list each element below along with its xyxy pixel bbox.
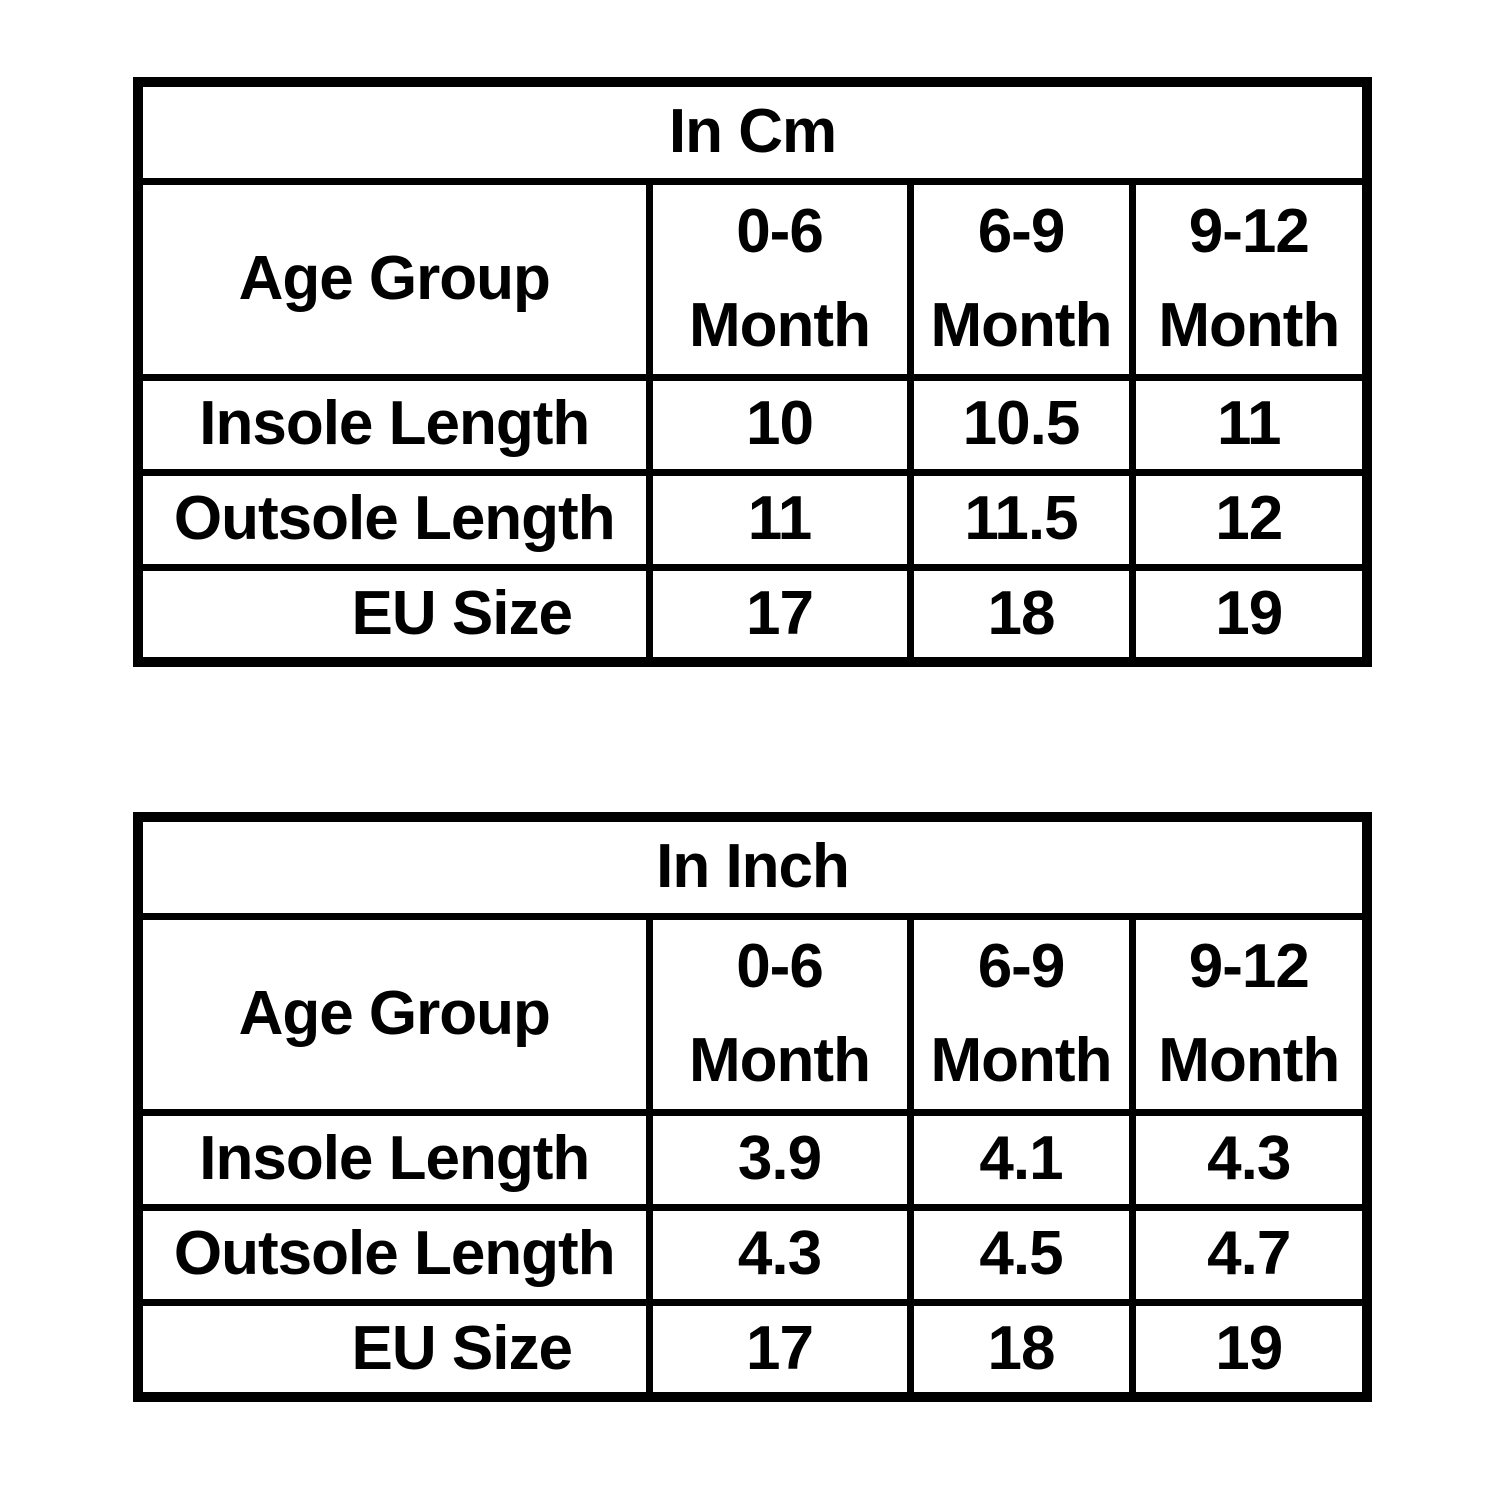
row-label-outsole-length: Outsole Length [134,468,653,571]
outsole-length-cm-6-9: 11.5 [906,468,1136,571]
month-label: Month [1158,1026,1340,1095]
column-header-0-6-month: 0-6 Month [645,177,914,381]
month-label: Month [930,291,1113,360]
age-range-label: 9-12 [1188,932,1310,1001]
eu-size-row: EU Size 17 18 19 [134,1298,1371,1401]
row-label-insole-length: Insole Length [134,373,653,476]
row-label-eu-size: EU Size [134,1298,653,1401]
column-header-6-9-month: 6-9 Month [906,912,1136,1116]
age-range-label: 6-9 [977,932,1066,1001]
eu-size-0-6: 17 [645,1298,914,1401]
age-range-label: 0-6 [736,197,824,266]
row-label-insole-length: Insole Length [134,1108,653,1211]
outsole-length-row: Outsole Length 4.3 4.5 4.7 [134,1203,1371,1306]
column-header-9-12-month: 9-12 Month [1128,912,1371,1116]
eu-size-6-9: 18 [906,563,1136,666]
insole-length-cm-6-9: 10.5 [906,373,1136,476]
month-label: Month [1158,291,1340,360]
column-header-0-6-month: 0-6 Month [645,912,914,1116]
row-label-eu-size: EU Size [134,563,653,666]
month-label: Month [689,291,871,360]
eu-size-0-6: 17 [645,563,914,666]
table-header-row: Age Group 0-6 Month 6-9 Month 9-12 Month [134,177,1371,381]
table-title: In Inch [134,813,1371,920]
size-chart-table-cm: In Cm Age Group 0-6 Month 6-9 Month 9-12… [133,77,1373,667]
age-range-label: 9-12 [1188,197,1310,266]
outsole-length-inch-0-6: 4.3 [645,1203,914,1306]
age-group-header: Age Group [134,177,653,381]
table-header-row: Age Group 0-6 Month 6-9 Month 9-12 Month [134,912,1371,1116]
eu-size-9-12: 19 [1128,1298,1371,1401]
table-title: In Cm [134,78,1371,185]
insole-length-inch-6-9: 4.1 [906,1108,1136,1211]
eu-size-6-9: 18 [906,1298,1136,1401]
table-title-row: In Cm [134,78,1371,185]
month-label: Month [930,1026,1113,1095]
table-title-row: In Inch [134,813,1371,920]
eu-size-row: EU Size 17 18 19 [134,563,1371,666]
row-label-outsole-length: Outsole Length [134,1203,653,1306]
insole-length-row: Insole Length 3.9 4.1 4.3 [134,1108,1371,1211]
outsole-length-cm-9-12: 12 [1128,468,1371,571]
insole-length-inch-0-6: 3.9 [645,1108,914,1211]
size-chart-table-inch: In Inch Age Group 0-6 Month 6-9 Month 9-… [133,812,1373,1402]
age-group-header: Age Group [134,912,653,1116]
eu-size-9-12: 19 [1128,563,1371,666]
insole-length-cm-0-6: 10 [645,373,914,476]
age-range-label: 0-6 [736,932,824,1001]
outsole-length-row: Outsole Length 11 11.5 12 [134,468,1371,571]
outsole-length-inch-6-9: 4.5 [906,1203,1136,1306]
outsole-length-inch-9-12: 4.7 [1128,1203,1371,1306]
outsole-length-cm-0-6: 11 [645,468,914,571]
insole-length-cm-9-12: 11 [1128,373,1371,476]
insole-length-row: Insole Length 10 10.5 11 [134,373,1371,476]
age-range-label: 6-9 [977,197,1066,266]
month-label: Month [689,1026,871,1095]
column-header-9-12-month: 9-12 Month [1128,177,1371,381]
column-header-6-9-month: 6-9 Month [906,177,1136,381]
insole-length-inch-9-12: 4.3 [1128,1108,1371,1211]
